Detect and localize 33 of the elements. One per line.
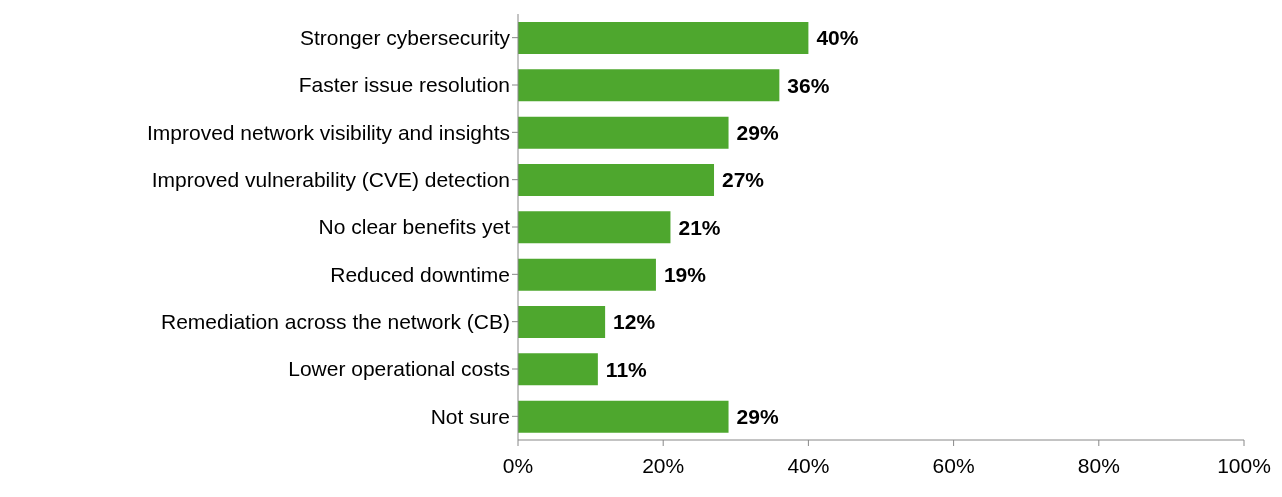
bar <box>518 69 780 102</box>
data-label: 40% <box>816 26 859 50</box>
x-tick-label: 20% <box>642 453 685 477</box>
bar <box>518 258 656 291</box>
data-label: 27% <box>722 168 765 192</box>
y-tick-label: Not sure <box>430 404 510 428</box>
y-tick-label: Remediation across the network (CB) <box>161 310 510 334</box>
x-tick-label: 0% <box>502 453 534 477</box>
data-label: 21% <box>678 215 721 239</box>
data-label: 36% <box>787 73 830 97</box>
bar <box>518 116 729 149</box>
data-label: 29% <box>736 405 779 429</box>
data-label: 19% <box>663 263 707 287</box>
bar <box>518 22 809 54</box>
y-tick-label: Lower operational costs <box>288 357 510 381</box>
y-tick-label: No clear benefits yet <box>318 215 511 239</box>
x-tick-label: 100% <box>1217 453 1271 477</box>
bar <box>518 353 598 386</box>
y-tick-label: Improved vulnerability (CVE) detection <box>151 168 510 192</box>
x-tick-label: 80% <box>1077 453 1120 477</box>
x-tick-label: 40% <box>787 453 830 477</box>
y-tick-label: Stronger cybersecurity <box>299 26 511 50</box>
data-label: 12% <box>613 310 656 334</box>
y-tick-label: Faster issue resolution <box>298 73 510 97</box>
bar <box>518 400 729 433</box>
y-tick-label: Reduced downtime <box>330 262 510 286</box>
bar <box>518 211 671 244</box>
data-label: 11% <box>605 357 648 381</box>
bar <box>518 306 606 338</box>
data-label: 29% <box>736 121 779 145</box>
bar <box>518 164 715 196</box>
x-tick-label: 60% <box>932 453 975 477</box>
y-tick-label: Improved network visibility and insights <box>147 120 510 144</box>
